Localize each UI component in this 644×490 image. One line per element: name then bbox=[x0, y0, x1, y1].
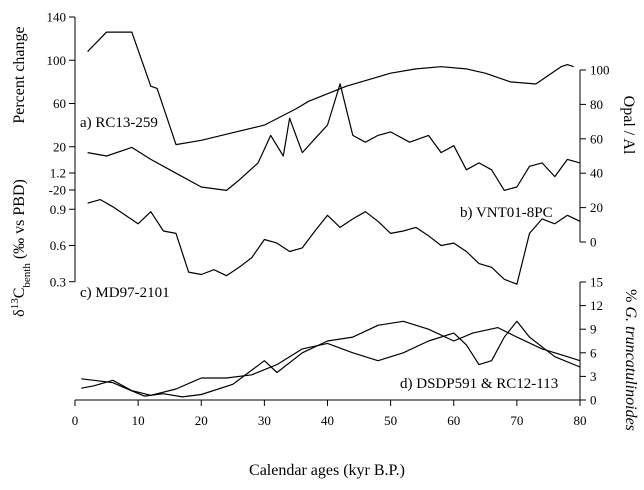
y-tick-label-3: 6 bbox=[590, 345, 597, 360]
panel-label-c: c) MD97-2101 bbox=[80, 285, 170, 301]
x-tick-label: 50 bbox=[384, 413, 397, 428]
y-axis-title-c: δ13Cbenth (‰ vs PBD) bbox=[9, 179, 33, 317]
y-tick-label-0: 60 bbox=[53, 96, 66, 111]
y-tick-label-1: 60 bbox=[590, 131, 603, 146]
y-tick-label-1: 20 bbox=[590, 200, 603, 215]
panel-label-d: d) DSDP591 & RC12-113 bbox=[400, 376, 558, 392]
series-line-3-1 bbox=[81, 320, 581, 396]
series-line-0-0 bbox=[87, 31, 574, 146]
y-tick-label-3: 15 bbox=[590, 275, 603, 290]
axes-group: 0 10 20 30 40 50 60 70 80-2020601001400204060801… bbox=[47, 10, 610, 429]
series-group bbox=[81, 31, 581, 398]
x-tick-label: 60 bbox=[447, 413, 460, 428]
x-tick-label: 20 bbox=[195, 413, 208, 428]
x-tick-label: 80 bbox=[574, 413, 587, 428]
y-tick-label-2: 1.2 bbox=[50, 166, 66, 181]
y-tick-label-0: 20 bbox=[53, 139, 66, 154]
y-tick-label-3: 0 bbox=[590, 393, 597, 408]
x-tick-label: 30 bbox=[258, 413, 271, 428]
series-line-3-0 bbox=[81, 320, 581, 398]
y-tick-label-2: 0.6 bbox=[50, 238, 67, 253]
panel-label-b: b) VNT01-8PC bbox=[460, 205, 553, 221]
y-tick-label-3: 9 bbox=[590, 322, 597, 337]
y-tick-label-0: 100 bbox=[47, 53, 67, 68]
y-tick-label-1: 40 bbox=[590, 166, 603, 181]
y-tick-label-1: 100 bbox=[590, 63, 610, 78]
panel-label-a: a) RC13-259 bbox=[80, 115, 158, 131]
y-axis-title-b: Opal / Al bbox=[620, 96, 637, 155]
x-tick-label: 70 bbox=[510, 413, 523, 428]
y-axis-title-a: Percent change bbox=[11, 26, 28, 123]
y-tick-label-2: 0.9 bbox=[50, 202, 66, 217]
y-tick-label-3: 3 bbox=[590, 369, 597, 384]
y-tick-label-1: 80 bbox=[590, 97, 603, 112]
series-line-2-0 bbox=[87, 199, 581, 285]
series-line-1-0 bbox=[87, 83, 581, 191]
y-tick-label-3: 12 bbox=[590, 298, 603, 313]
x-tick-label: 0 bbox=[72, 413, 79, 428]
y-tick-label-2: 0.3 bbox=[50, 274, 66, 289]
x-tick-label: 40 bbox=[321, 413, 334, 428]
y-tick-label-1: 0 bbox=[590, 235, 597, 250]
x-axis-title: Calendar ages (kyr B.P.) bbox=[249, 462, 405, 479]
y-tick-label-0: -20 bbox=[49, 183, 66, 198]
y-axis-title-d: % G. truncatulinoides bbox=[622, 289, 639, 431]
x-tick-label: 10 bbox=[132, 413, 145, 428]
y-tick-label-0: 140 bbox=[47, 10, 67, 25]
